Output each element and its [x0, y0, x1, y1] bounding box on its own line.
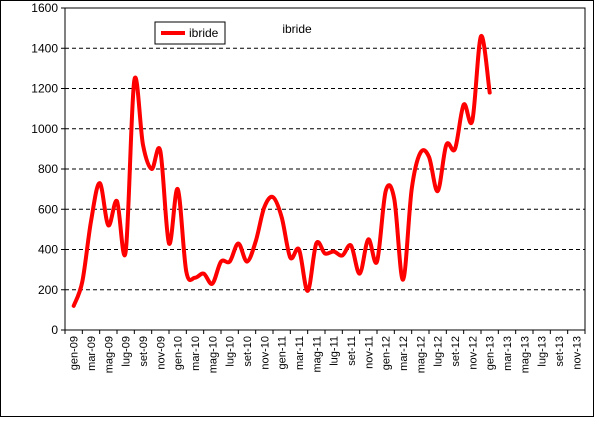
x-tick-label: set-13: [554, 336, 566, 367]
x-tick-label: nov-09: [155, 336, 167, 370]
y-tick-label: 400: [38, 243, 58, 257]
y-tick-label: 1200: [31, 82, 58, 96]
x-tick-label: set-11: [346, 336, 358, 366]
x-tick-label: mag-11: [311, 336, 323, 372]
x-tick-label: gen-13: [485, 336, 497, 370]
x-tick-label: gen-12: [381, 336, 393, 370]
x-tick-label: nov-12: [467, 336, 479, 370]
x-tick-label: gen-10: [173, 336, 185, 370]
y-tick-label: 800: [38, 162, 58, 176]
y-tick-label: 1600: [31, 1, 58, 15]
x-tick-label: mar-10: [190, 336, 202, 371]
y-tick-label: 1000: [31, 122, 58, 136]
x-tick-label: set-10: [242, 336, 254, 367]
x-tick-label: nov-11: [363, 336, 375, 369]
legend-box: [154, 21, 226, 45]
x-tick-label: set-09: [138, 336, 150, 367]
series-line-ibride: [71, 34, 492, 308]
x-tick-label: mar-11: [294, 336, 306, 370]
y-tick-label: 600: [38, 202, 58, 216]
x-tick-label: lug-11: [329, 336, 341, 366]
legend-label: ibride: [189, 26, 219, 40]
x-tick-label: mag-12: [415, 336, 427, 373]
x-tick-label: set-12: [450, 336, 462, 367]
x-tick-label: gen-09: [69, 336, 81, 370]
x-tick-label: nov-13: [571, 336, 583, 370]
x-tick-label: nov-10: [259, 336, 271, 370]
x-tick-label: lug-13: [537, 336, 549, 367]
x-tick-label: lug-12: [433, 336, 445, 367]
x-tick-label: mar-09: [86, 336, 98, 371]
y-tick-label: 200: [38, 283, 58, 297]
x-tick-label: mag-10: [207, 336, 219, 373]
x-tick-label: lug-09: [121, 336, 133, 367]
x-tick-label: gen-11: [277, 336, 289, 369]
y-tick-label: 0: [51, 323, 58, 337]
x-tick-label: mag-13: [519, 336, 531, 373]
x-tick-label: mag-09: [103, 336, 115, 373]
x-tick-label: mar-13: [502, 336, 514, 371]
x-tick-label: lug-10: [225, 336, 237, 367]
x-tick-label: mar-12: [398, 336, 410, 371]
y-tick-label: 1400: [31, 41, 58, 55]
chart-title: ibride: [282, 22, 312, 36]
